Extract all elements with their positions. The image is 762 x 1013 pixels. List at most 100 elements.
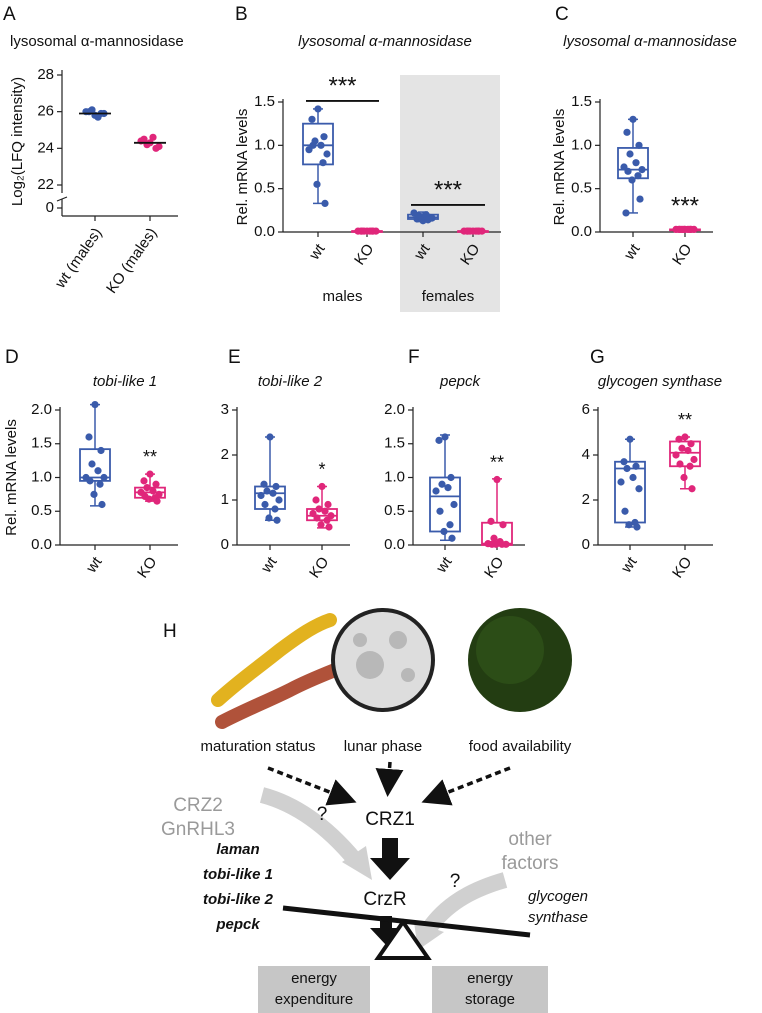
- data-point: [140, 477, 148, 485]
- data-point: [91, 401, 99, 409]
- data-point: [318, 482, 326, 491]
- data-point: [149, 133, 157, 141]
- x-tick-label: KO (males): [103, 225, 160, 297]
- data-point: [323, 516, 331, 524]
- group-shade: [400, 75, 500, 312]
- data-point: [86, 477, 94, 485]
- x-tick-label: KO: [351, 241, 377, 269]
- worm-icon: [211, 613, 342, 729]
- food-icon: [468, 608, 572, 712]
- y-tick-label: 24: [37, 139, 54, 156]
- y-tick-label: 0.5: [31, 502, 52, 519]
- y-tick-label: 2: [582, 491, 590, 508]
- gray-arrow: [259, 787, 362, 866]
- x-tick-label: wt: [617, 553, 641, 577]
- panel-letter: F: [408, 347, 420, 368]
- chart-title: lysosomal α-mannosidase: [298, 33, 472, 50]
- y-tick-label: 22: [37, 176, 54, 193]
- y-tick-label: 1.0: [31, 468, 52, 485]
- x-tick-label: wt: [257, 553, 281, 577]
- data-point: [490, 534, 498, 542]
- y-tick-label: 26: [37, 103, 54, 120]
- x-tick-label: KO: [306, 554, 332, 582]
- data-point: [680, 225, 688, 233]
- data-point: [625, 521, 633, 529]
- data-point: [314, 105, 322, 113]
- moon-icon: [331, 608, 435, 712]
- gray-arrow-head: [414, 922, 444, 950]
- data-point: [626, 435, 634, 443]
- data-point: [498, 540, 506, 548]
- chart-title: tobi-like 2: [258, 373, 323, 390]
- data-point: [100, 473, 108, 482]
- significance: ***: [434, 176, 462, 203]
- x-tick-label: wt: [82, 553, 106, 577]
- data-point: [309, 141, 317, 149]
- gray-arrow: [421, 872, 508, 935]
- data-point: [152, 480, 160, 488]
- x-tick-label: KO: [134, 554, 160, 582]
- data-point: [638, 166, 646, 174]
- data-point: [687, 440, 695, 448]
- data-point: [438, 480, 446, 488]
- data-point: [145, 495, 153, 503]
- y-tick-label: 0: [221, 536, 229, 553]
- y-tick-label: 2: [221, 446, 229, 463]
- data-point: [628, 176, 636, 184]
- data-point: [623, 128, 631, 136]
- y-tick-label: 2.0: [384, 401, 405, 418]
- y-tick-label: 0.0: [254, 223, 275, 240]
- y-tick-label: 0.5: [571, 180, 592, 197]
- input-label: lunar phase: [344, 738, 422, 755]
- hormone: CRZ1: [365, 809, 415, 830]
- gene: glycogen: [528, 888, 588, 905]
- data-point: [681, 433, 689, 441]
- energy-box: [432, 966, 548, 1013]
- y-tick-label: 0: [46, 199, 54, 216]
- data-point: [153, 497, 161, 505]
- data-point: [435, 436, 443, 444]
- y-tick-label: 6: [582, 401, 590, 418]
- y-tick-label: 1.5: [384, 435, 405, 452]
- panel-letter: G: [590, 347, 605, 368]
- input-label: maturation status: [200, 738, 315, 755]
- y-axis-label: Rel. mRNA levels: [234, 109, 251, 226]
- data-point: [320, 133, 328, 141]
- data-point: [272, 482, 280, 491]
- data-point: [90, 490, 98, 498]
- y-axis-label: Rel. mRNA levels: [551, 109, 568, 226]
- data-point: [257, 491, 265, 500]
- data-point: [317, 141, 325, 149]
- data-point: [676, 460, 684, 468]
- data-point: [623, 464, 631, 473]
- fulcrum: [374, 918, 432, 960]
- data-point: [635, 485, 643, 493]
- data-point: [424, 216, 432, 224]
- data-point: [315, 505, 323, 513]
- y-tick-label: 1.0: [571, 136, 592, 153]
- x-tick-label: KO: [669, 554, 695, 582]
- data-point: [635, 141, 643, 149]
- panel-letter: A: [3, 4, 16, 25]
- x-tick-label: wt: [432, 553, 456, 577]
- data-point: [317, 521, 325, 529]
- y-tick-label: 1.5: [571, 93, 592, 110]
- data-point: [155, 142, 163, 151]
- diagram: H maturation status lunar phase food ava…: [161, 608, 588, 1013]
- data-point: [448, 534, 456, 542]
- data-point: [271, 505, 279, 513]
- data-point: [269, 489, 277, 497]
- data-point: [414, 211, 422, 220]
- other-hormone: GnRHL3: [161, 819, 235, 840]
- data-point: [323, 150, 331, 158]
- panel-letter: D: [5, 347, 19, 368]
- data-point: [260, 480, 268, 488]
- x-tick-label: wt: [305, 240, 329, 264]
- data-point: [629, 473, 637, 482]
- data-point: [149, 487, 157, 495]
- panel-letter: B: [235, 4, 248, 25]
- data-point: [263, 487, 271, 495]
- significance: **: [678, 410, 692, 430]
- group-label: females: [422, 288, 475, 305]
